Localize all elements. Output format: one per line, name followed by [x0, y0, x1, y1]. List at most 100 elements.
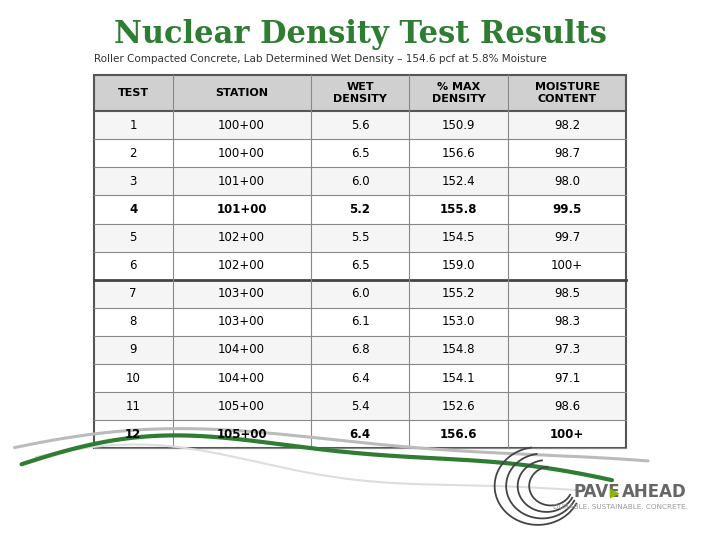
Text: 5.2: 5.2	[349, 203, 371, 216]
Text: 1: 1	[130, 119, 137, 132]
Text: 101+00: 101+00	[216, 203, 267, 216]
Text: 8: 8	[130, 315, 137, 328]
Bar	[410, 167, 508, 195]
Bar	[94, 195, 173, 224]
Text: 100+: 100+	[550, 428, 585, 441]
Text: 100+: 100+	[551, 259, 583, 272]
Bar	[94, 75, 173, 111]
Bar	[508, 336, 626, 364]
Bar	[173, 336, 310, 364]
Bar	[310, 139, 410, 167]
Text: 10: 10	[125, 372, 140, 384]
Text: 5: 5	[130, 231, 137, 244]
Text: 6.0: 6.0	[351, 175, 369, 188]
Text: % MAX
DENSITY: % MAX DENSITY	[432, 82, 485, 104]
Bar	[410, 308, 508, 336]
Bar	[508, 392, 626, 420]
Bar	[173, 111, 310, 139]
Bar	[410, 252, 508, 280]
Text: TEST: TEST	[117, 88, 148, 98]
Text: 156.6: 156.6	[442, 147, 475, 160]
Bar	[410, 139, 508, 167]
Bar	[410, 224, 508, 252]
Bar	[310, 336, 410, 364]
Bar	[94, 336, 173, 364]
Bar	[173, 224, 310, 252]
Bar	[173, 364, 310, 392]
Text: 99.7: 99.7	[554, 231, 580, 244]
Text: 6.5: 6.5	[351, 259, 369, 272]
Bar	[410, 336, 508, 364]
Text: MOISTURE
CONTENT: MOISTURE CONTENT	[534, 82, 600, 104]
Text: DURABLE. SUSTAINABLE. CONCRETE.: DURABLE. SUSTAINABLE. CONCRETE.	[553, 503, 688, 510]
Bar	[94, 420, 173, 448]
Bar	[173, 139, 310, 167]
Bar	[94, 167, 173, 195]
Bar	[310, 392, 410, 420]
Bar	[94, 392, 173, 420]
Bar	[410, 111, 508, 139]
Text: 5.4: 5.4	[351, 400, 369, 413]
Bar	[508, 224, 626, 252]
Text: 6.4: 6.4	[351, 372, 369, 384]
Text: 155.8: 155.8	[440, 203, 477, 216]
Bar	[310, 252, 410, 280]
Text: 105+00: 105+00	[218, 400, 265, 413]
Bar	[508, 167, 626, 195]
Text: 3: 3	[130, 175, 137, 188]
Text: 150.9: 150.9	[442, 119, 475, 132]
Bar	[508, 195, 626, 224]
Text: WET
DENSITY: WET DENSITY	[333, 82, 387, 104]
Text: 98.7: 98.7	[554, 147, 580, 160]
Text: 155.2: 155.2	[442, 287, 475, 300]
Text: AHEAD: AHEAD	[622, 483, 687, 502]
Bar	[310, 364, 410, 392]
Text: 6.4: 6.4	[349, 428, 371, 441]
Bar	[173, 167, 310, 195]
Text: 101+00: 101+00	[218, 175, 265, 188]
Text: 6: 6	[130, 259, 137, 272]
Bar	[508, 139, 626, 167]
Bar	[410, 75, 508, 111]
Bar	[94, 224, 173, 252]
Text: 153.0: 153.0	[442, 315, 475, 328]
Text: 100+00: 100+00	[218, 119, 265, 132]
Bar	[173, 420, 310, 448]
Text: ▶: ▶	[610, 486, 620, 499]
Bar	[94, 280, 173, 308]
Text: 103+00: 103+00	[218, 315, 265, 328]
Bar	[173, 75, 310, 111]
Bar	[410, 420, 508, 448]
Bar	[410, 392, 508, 420]
Bar	[310, 308, 410, 336]
Text: 98.2: 98.2	[554, 119, 580, 132]
Text: 154.5: 154.5	[442, 231, 475, 244]
Bar	[173, 252, 310, 280]
Text: 102+00: 102+00	[218, 231, 265, 244]
Text: 102+00: 102+00	[218, 259, 265, 272]
Text: 152.4: 152.4	[442, 175, 475, 188]
Text: Nuclear Density Test Results: Nuclear Density Test Results	[114, 19, 606, 50]
Bar	[94, 252, 173, 280]
Text: 7: 7	[130, 287, 137, 300]
Text: PAVE: PAVE	[574, 483, 621, 502]
Text: 104+00: 104+00	[218, 372, 265, 384]
Text: 6.8: 6.8	[351, 343, 369, 356]
Bar	[310, 75, 410, 111]
Bar	[410, 280, 508, 308]
Bar	[310, 195, 410, 224]
Text: 6.1: 6.1	[351, 315, 369, 328]
Text: 97.3: 97.3	[554, 343, 580, 356]
Bar	[94, 308, 173, 336]
Text: 156.6: 156.6	[440, 428, 477, 441]
Bar	[173, 392, 310, 420]
Text: Roller Compacted Concrete, Lab Determined Wet Density – 154.6 pcf at 5.8% Moistu: Roller Compacted Concrete, Lab Determine…	[94, 54, 546, 64]
Bar	[310, 167, 410, 195]
Bar	[173, 195, 310, 224]
Bar	[508, 75, 626, 111]
Bar	[410, 364, 508, 392]
Bar	[508, 420, 626, 448]
Text: 100+00: 100+00	[218, 147, 265, 160]
Text: 98.5: 98.5	[554, 287, 580, 300]
Text: 98.0: 98.0	[554, 175, 580, 188]
